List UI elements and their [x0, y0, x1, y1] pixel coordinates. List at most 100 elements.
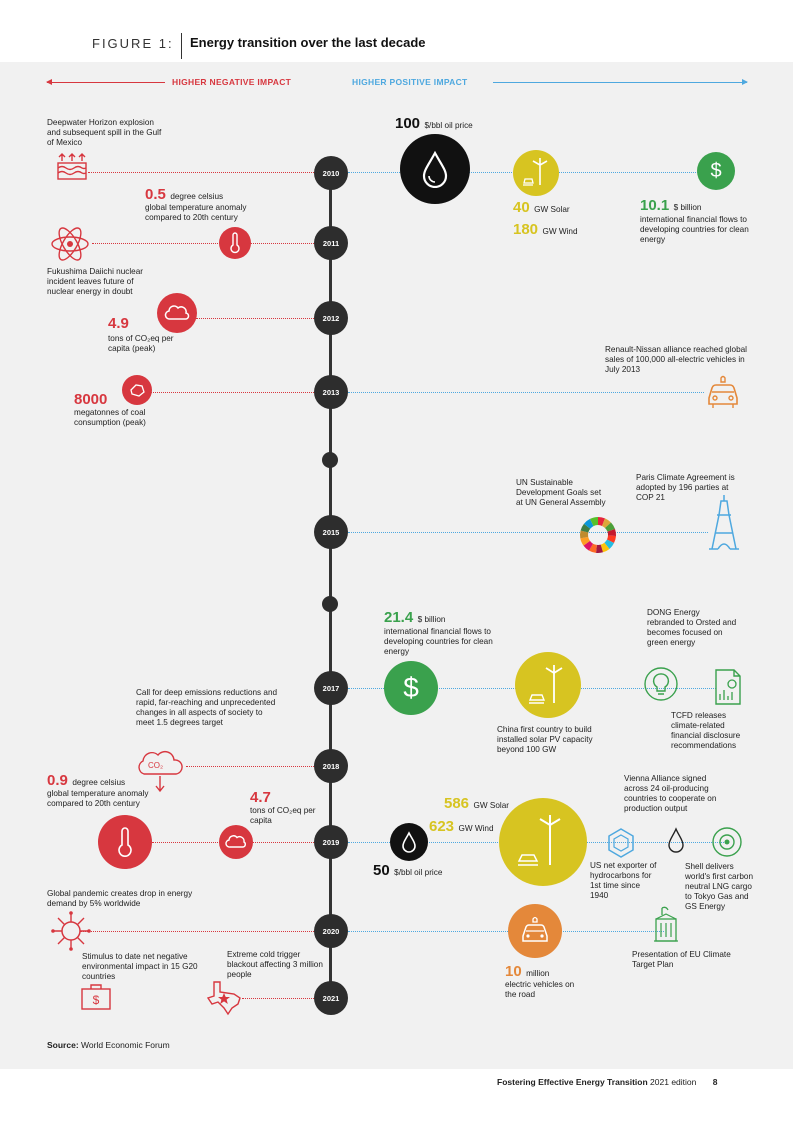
connector-2012-neg: [196, 318, 314, 319]
virus-icon: [51, 911, 91, 951]
wind-2010-stat: 180 GW Wind: [513, 221, 578, 239]
source-label: Source:: [47, 1040, 79, 1050]
year-dot-2016: [322, 596, 338, 612]
electric-car-icon: [522, 916, 548, 942]
us-exporter-text: US net exporter of hydrocarbons for 1st …: [590, 861, 657, 900]
oil-drop-icon: [422, 150, 448, 188]
fin-2017-unit: $ billion: [417, 615, 446, 624]
fukushima-text: Fukushima Daiichi nuclear incident leave…: [47, 267, 144, 296]
connector-2021-neg: [242, 998, 314, 999]
green-bulb-icon: [644, 667, 678, 701]
year-node-2015: 2015: [314, 515, 348, 549]
temp-2019-desc: global temperature anomaly compared to 2…: [47, 789, 149, 808]
ev-stat: 10 million: [505, 963, 549, 981]
deepwater-text: Deepwater Horizon explosion and subseque…: [47, 118, 162, 147]
oil-drop-icon: [402, 831, 416, 853]
co2-2012-value: 4.9: [108, 315, 129, 332]
page-footer: Fostering Effective Energy Transition 20…: [497, 1077, 717, 1087]
wind-turbine-icon: [523, 158, 548, 186]
atom-icon: [51, 227, 89, 261]
connector-2011-neg: [92, 243, 314, 244]
wind-2010-unit: GW Wind: [542, 227, 578, 236]
source-text: World Economic Forum: [81, 1040, 170, 1050]
oil-2019-unit: $/bbl oil price: [394, 868, 443, 877]
dollar-icon-2010: $: [697, 152, 735, 190]
fin-2017-desc: international financial flows to develop…: [384, 627, 493, 656]
temp-2011-stat: 0.5 degree celsius: [145, 186, 223, 204]
coal-value: 8000: [74, 391, 108, 408]
temp-2019-unit: degree celsius: [72, 778, 126, 787]
renault-text: Renault-Nissan alliance reached global s…: [605, 345, 748, 374]
oil-2019-stat: 50 $/bbl oil price: [373, 862, 442, 880]
wind-turbine-icon: [528, 665, 563, 704]
year-node-2020: 2020: [314, 914, 348, 948]
cold-text: Extreme cold trigger blackout affecting …: [227, 950, 323, 979]
page-number: 8: [712, 1077, 718, 1087]
co2-2019-value: 4.7: [250, 789, 271, 806]
electric-car-icon: [708, 375, 738, 408]
ipcc-text: Call for deep emissions reductions and r…: [136, 688, 278, 727]
stimulus-bag-icon: $: [81, 984, 111, 1010]
fin-2017-stat: 21.4 $ billion: [384, 609, 445, 627]
vienna-text: Vienna Alliance signed across 24 oil-pro…: [624, 774, 717, 813]
year-node-2019: 2019: [314, 825, 348, 859]
co2-cloud-icon: [138, 750, 183, 793]
stimulus-text: Stimulus to date net negative environmen…: [82, 952, 198, 981]
temp-2019-stat: 0.9 degree celsius: [47, 772, 125, 790]
connector-2013-pos: [348, 392, 704, 393]
coal-icon-2013: [122, 375, 152, 405]
year-node-2013: 2013: [314, 375, 348, 409]
tcfd-text: TCFD releases climate-related financial …: [671, 711, 741, 750]
oil-2010-value: 100: [395, 115, 421, 132]
thermometer-icon-2011: [219, 227, 251, 259]
eiffel-tower-icon: [709, 495, 739, 550]
ev-desc: electric vehicles on the road: [505, 980, 575, 999]
fin-2010-unit: $ billion: [673, 203, 702, 212]
cloud-icon-2019: [219, 825, 253, 859]
wind-solar-circle-2017: [515, 652, 581, 718]
ev-circle-2020: [508, 904, 562, 958]
connector-2020-pos: [348, 931, 664, 932]
coal-desc: megatonnes of coal consumption (peak): [74, 408, 146, 427]
oil-drop-circle-2010: [400, 134, 470, 204]
oil-2019-value: 50: [373, 862, 390, 879]
wind-2010-value: 180: [513, 221, 539, 238]
eu-plan-text: Presentation of EU Climate Target Plan: [632, 950, 731, 969]
negative-impact-label: HIGHER NEGATIVE IMPACT: [172, 77, 292, 87]
publication-edition: 2021 edition: [650, 1077, 697, 1087]
timeline-spine: [329, 160, 332, 1005]
positive-impact-label: HIGHER POSITIVE IMPACT: [352, 77, 468, 87]
negative-arrow: [46, 79, 165, 85]
ev-unit: million: [526, 969, 550, 978]
fin-2010-value: 10.1: [640, 197, 670, 214]
temp-2019-value: 0.9: [47, 772, 68, 789]
fin-2010-desc: international financial flows to develop…: [640, 215, 749, 244]
solar-2010-stat: 40 GW Solar: [513, 199, 570, 217]
temp-2011-unit: degree celsius: [170, 192, 224, 201]
source-line: Source: World Economic Forum: [47, 1040, 170, 1050]
oil-2010-stat: 100 $/bbl oil price: [395, 115, 473, 133]
wind-2019-unit: GW Wind: [458, 824, 494, 833]
fin-2017-value: 21.4: [384, 609, 414, 626]
sdg-wheel-icon: [579, 516, 617, 554]
wind-turbine-icon: [517, 815, 561, 866]
co2-cloud-label: CO₂: [148, 761, 164, 770]
figure-label: FIGURE 1:: [92, 36, 174, 51]
figure-title: Energy transition over the last decade: [190, 35, 426, 50]
cloud-icon-2012: [157, 293, 197, 333]
wind-2019-value: 623: [429, 818, 455, 835]
solar-2010-value: 40: [513, 199, 530, 216]
connector-2013-neg: [150, 392, 314, 393]
connector-2015-pos: [348, 532, 708, 533]
eu-building-icon: [654, 906, 678, 942]
year-node-2010: 2010: [314, 156, 348, 190]
timeline-panel: [0, 62, 793, 1069]
shell-text: Shell delivers world's first carbon neut…: [685, 862, 753, 911]
oil-drop-circle-2019: [390, 823, 428, 861]
connector-2018-neg: [186, 766, 314, 767]
solar-2010-unit: GW Solar: [534, 205, 570, 214]
carbon-neutral-icon: [712, 827, 742, 857]
svg-text:$: $: [93, 993, 100, 1007]
positive-arrow: [493, 79, 748, 85]
temp-2011-desc: global temperature anomaly compared to 2…: [145, 203, 247, 222]
